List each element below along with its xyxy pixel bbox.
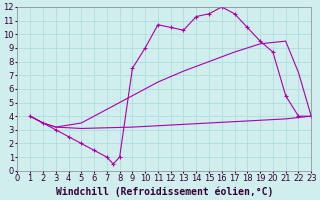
X-axis label: Windchill (Refroidissement éolien,°C): Windchill (Refroidissement éolien,°C) [56,186,273,197]
